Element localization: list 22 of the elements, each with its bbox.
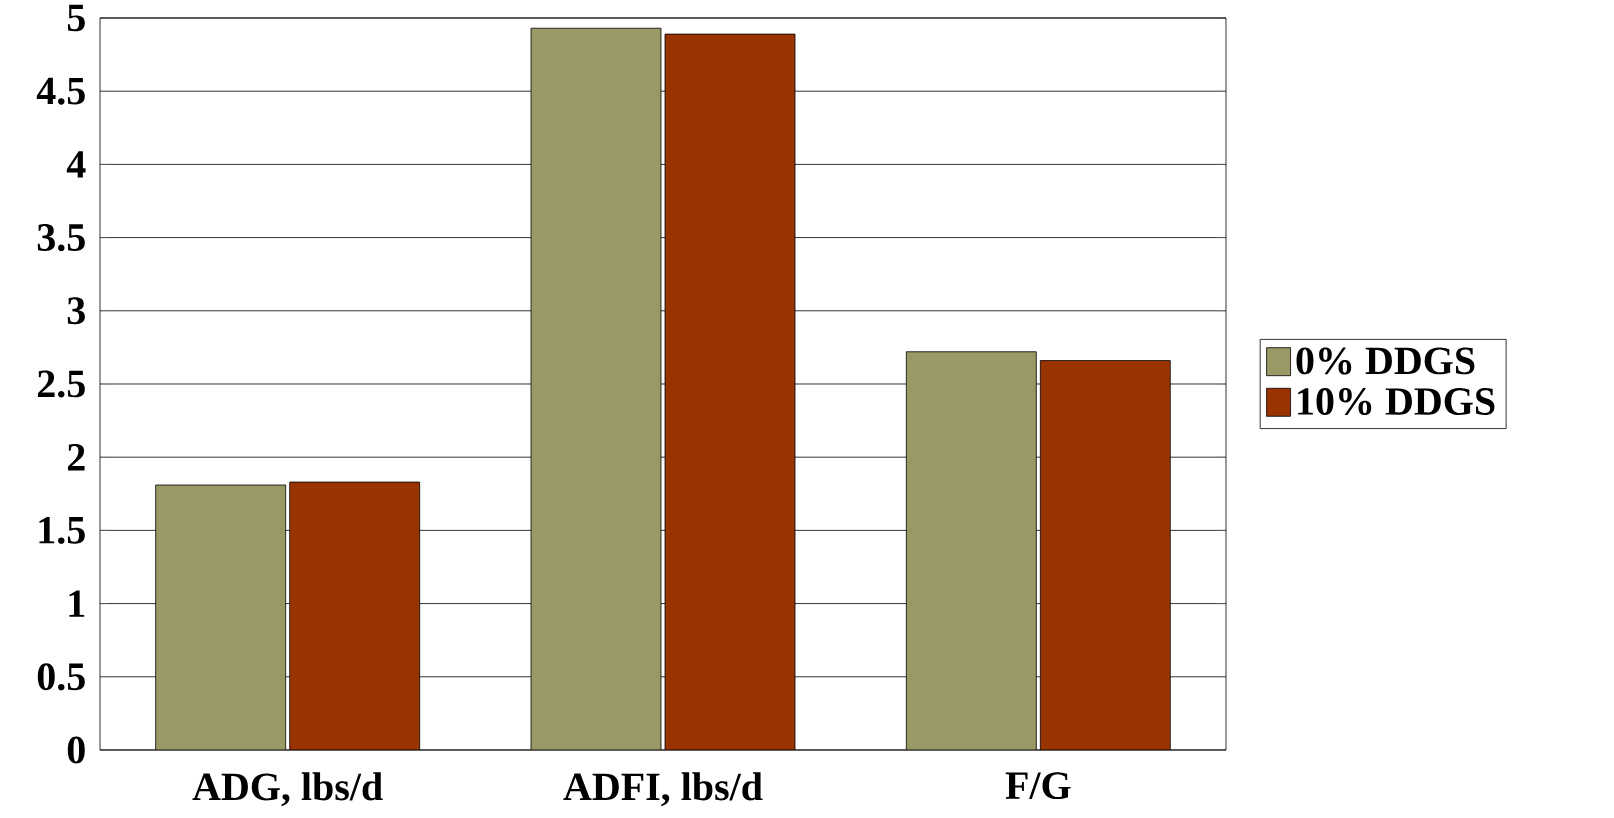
bar bbox=[289, 481, 421, 750]
y-tick-label: 2 bbox=[67, 443, 85, 471]
x-tick-label: ADFI, lbs/d bbox=[563, 772, 763, 807]
y-tick-label: 2.5 bbox=[37, 370, 85, 398]
y-tick-label: 4.5 bbox=[36, 77, 85, 105]
bar bbox=[1039, 360, 1171, 750]
y-tick-label: 0 bbox=[67, 736, 85, 764]
x-tick-label: ADG, lbs/d bbox=[192, 772, 383, 807]
bar bbox=[155, 484, 287, 750]
y-tick-label: 1 bbox=[69, 590, 85, 617]
x-tick-label: F/G bbox=[1005, 772, 1071, 800]
bar bbox=[905, 351, 1037, 750]
legend-label: 0% DDGS bbox=[1296, 347, 1475, 375]
y-tick-label: 0.5 bbox=[37, 663, 85, 691]
y-tick-label: 1.5 bbox=[39, 516, 85, 544]
y-tick-label: 5 bbox=[67, 4, 85, 32]
y-tick-label: 3 bbox=[67, 297, 85, 325]
y-tick-label: 4 bbox=[66, 151, 86, 178]
bar bbox=[664, 33, 796, 750]
bar bbox=[530, 27, 662, 750]
y-tick-label: 3.5 bbox=[37, 224, 85, 252]
legend-label: 10% DDGS bbox=[1298, 387, 1495, 416]
